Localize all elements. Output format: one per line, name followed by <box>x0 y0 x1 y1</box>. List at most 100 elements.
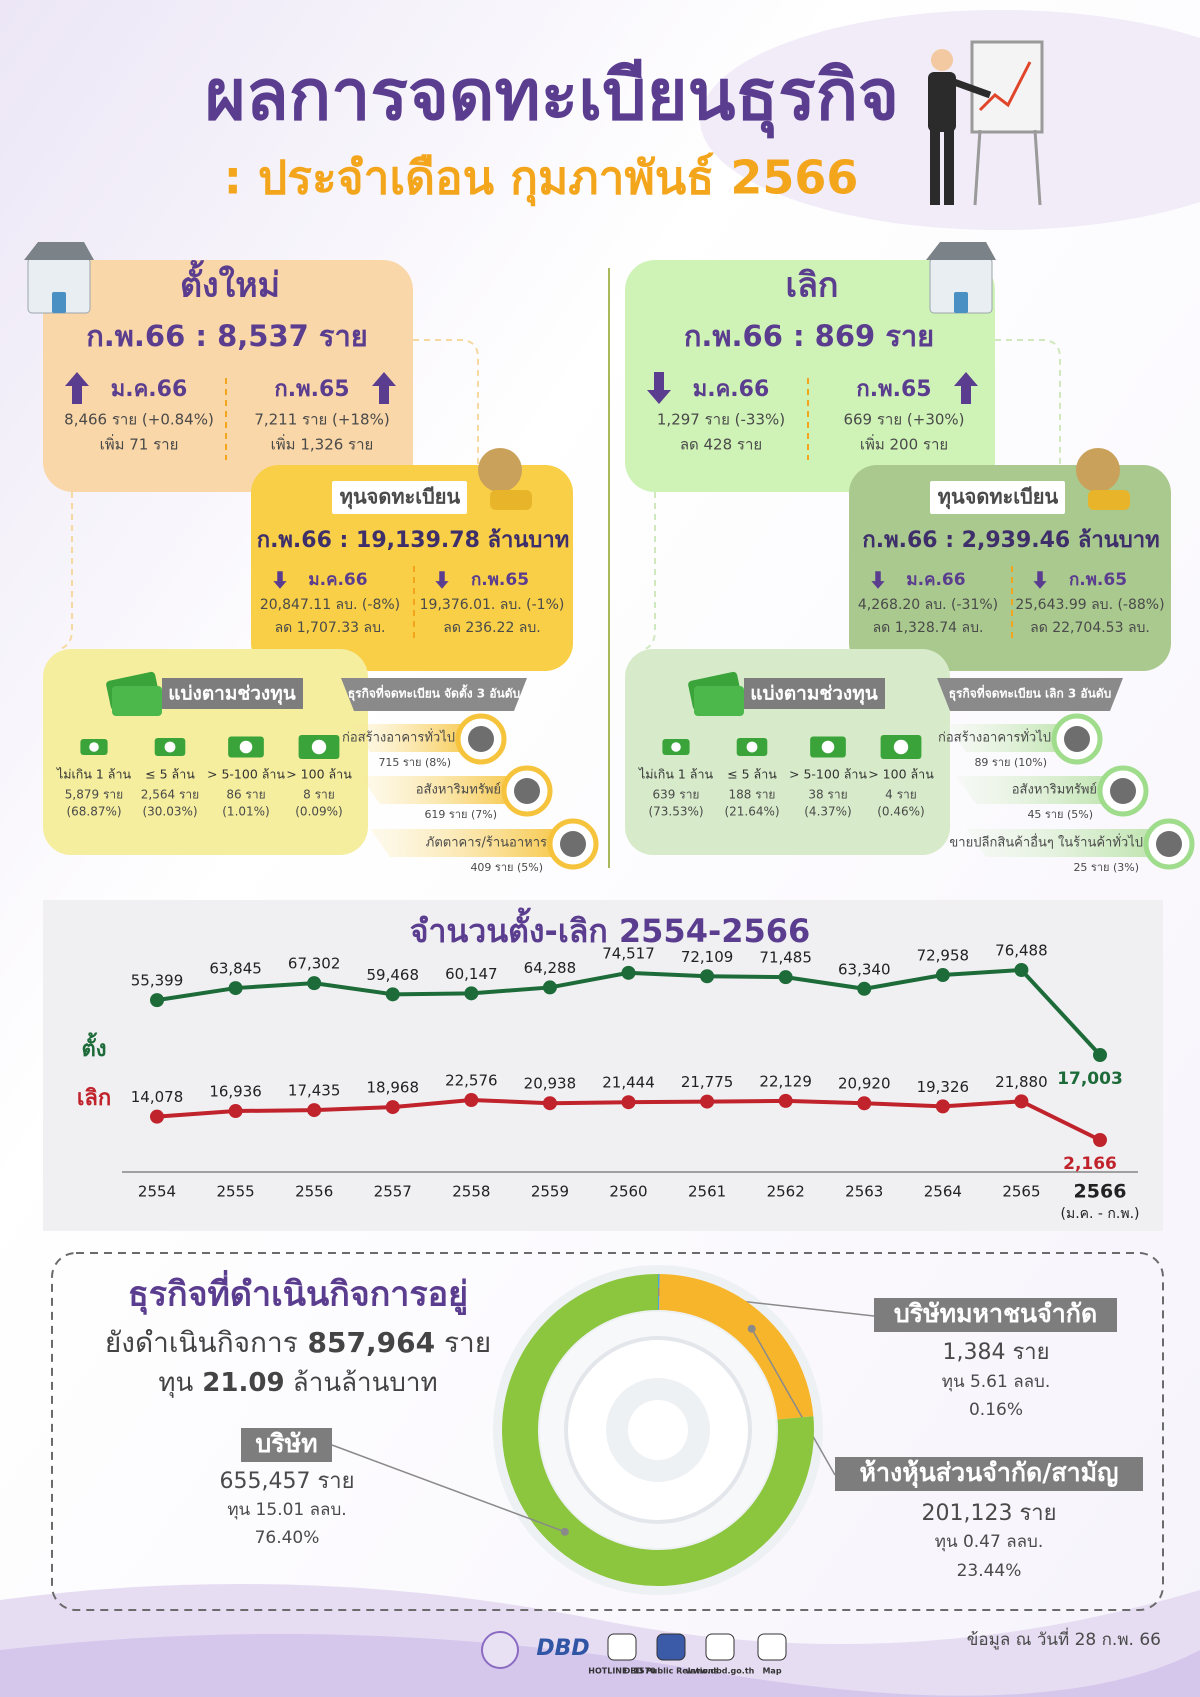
money-icon-coin <box>164 741 176 753</box>
top3-title: ธุรกิจที่จดทะเบียน จัดตั้ง 3 อันดับ <box>348 684 520 702</box>
leader-line <box>331 1444 566 1533</box>
donut-title: ธุรกิจที่ดำเนินกิจการอยู่ <box>128 1270 468 1316</box>
active-count: ยังดำเนินกิจการ 857,964 ราย <box>105 1326 491 1359</box>
top3-banner <box>956 776 1123 804</box>
footer-logo: Map <box>762 1667 781 1676</box>
footer-logo: DBD <box>536 1636 589 1661</box>
data-label: 60,147 <box>445 965 498 983</box>
compare-label: ม.ค.66 <box>111 377 188 402</box>
data-label: 21,775 <box>681 1073 734 1091</box>
data-point <box>228 1104 243 1119</box>
leg <box>944 130 954 205</box>
title: ผลการจดทะเบียนธุรกิจ <box>205 54 899 139</box>
top3-banner <box>966 829 1169 857</box>
legend-label: ตั้ง <box>81 1032 106 1062</box>
compare-line: 7,211 ราย (+18%) <box>254 411 389 429</box>
compare-label: ก.พ.65 <box>274 377 349 402</box>
data-label: 76,488 <box>995 942 1048 960</box>
data-point <box>307 976 322 991</box>
top3-name: อสังหาริมทรัพย์ <box>416 782 501 798</box>
connector <box>995 339 1061 465</box>
money-icon <box>694 686 744 716</box>
x-tick-label: 2564 <box>924 1183 962 1201</box>
x-tick-label: 2558 <box>452 1183 490 1201</box>
trend-arrow <box>65 372 89 404</box>
band-label: > 5-100 ล้าน <box>789 767 867 782</box>
money-icon-coin <box>821 740 835 754</box>
top3-name: ขายปลีกสินค้าอื่นๆ ในร้านค้าทั่วไป <box>949 834 1143 851</box>
segment-percent: 0.16% <box>969 1400 1023 1420</box>
compare-label: ก.พ.65 <box>856 377 931 402</box>
top3-icon <box>1064 726 1090 752</box>
leader-line <box>751 1328 836 1476</box>
presenter-illustration <box>928 40 1044 206</box>
money-icon-coin <box>671 742 681 752</box>
top3-banner <box>360 776 527 804</box>
building-door <box>954 292 968 313</box>
x-tick-label: 2559 <box>531 1183 569 1201</box>
band-count: 639 ราย <box>653 788 700 802</box>
band-share: (73.53%) <box>648 805 703 819</box>
data-point <box>542 1096 557 1111</box>
top3-name: อสังหาริมทรัพย์ <box>1012 782 1097 798</box>
panel-title: ตั้งใหม่ <box>180 260 280 306</box>
segment-count: 1,384 ราย <box>942 1340 1049 1365</box>
data-label: 21,880 <box>995 1073 1048 1091</box>
segment-label-box <box>874 1298 1117 1332</box>
money-bag-icon <box>478 448 522 492</box>
data-point <box>542 980 557 995</box>
band-label: ไม่เกิน 1 ล้าน <box>638 767 713 782</box>
data-point <box>464 986 479 1001</box>
band-share: (0.46%) <box>877 805 924 819</box>
chart-panel <box>43 900 1163 1231</box>
compare-label: ก.พ.65 <box>471 570 529 590</box>
band-count: 2,564 ราย <box>141 788 199 802</box>
trend-arrow <box>647 372 671 404</box>
top3-name: ก่อสร้างอาคารทั่วไป <box>938 729 1051 746</box>
summary-box <box>625 260 995 492</box>
compare-line: 19,376.01. ลบ. (-1%) <box>420 597 565 613</box>
active-capital-number: 21.09 <box>193 1368 284 1398</box>
top3-detail: 25 ราย (3%) <box>1073 861 1139 874</box>
x-tick-label: 2560 <box>609 1183 647 1201</box>
band-count: 38 ราย <box>808 788 847 802</box>
data-point <box>935 1099 950 1114</box>
money-icon-coin <box>89 742 99 752</box>
money-bag-icon <box>1076 448 1120 492</box>
footer-note: ข้อมูล ณ วันที่ 28 ก.พ. 66 <box>967 1627 1161 1650</box>
data-label: 20,920 <box>838 1075 891 1093</box>
data-point <box>621 1095 636 1110</box>
capital-label-box <box>930 481 1065 514</box>
compare-line: 25,643.99 ลบ. (-88%) <box>1015 597 1164 613</box>
data-point <box>307 1103 322 1118</box>
data-point <box>150 1109 164 1124</box>
data-point <box>935 968 950 983</box>
data-label: 55,399 <box>131 972 184 990</box>
top3-icon <box>1110 778 1136 804</box>
x-tick-label: 2565 <box>1002 1183 1040 1201</box>
x-tick-note: (ม.ค. - ก.พ.) <box>1061 1206 1140 1222</box>
segment-label-box <box>241 1428 332 1462</box>
data-point <box>778 1093 793 1108</box>
band-share: (0.09%) <box>295 805 342 819</box>
data-label: 18,968 <box>367 1079 420 1097</box>
capital-box <box>251 465 573 671</box>
capital-total: ก.พ.66 : 19,139.78 ล้านบาท <box>257 528 570 553</box>
top3-detail: 89 ราย (10%) <box>974 756 1047 769</box>
money-icon <box>112 686 162 716</box>
top3-banner <box>946 724 1077 752</box>
data-point <box>857 1096 872 1111</box>
capital-label-box <box>332 481 467 514</box>
top3-detail: 409 ราย (5%) <box>470 861 543 874</box>
footer-logo: DBD Public Relations <box>624 1667 719 1676</box>
top3-header <box>937 678 1123 711</box>
money-icon-coin <box>746 741 758 753</box>
data-label: 16,936 <box>209 1083 262 1101</box>
data-label: 67,302 <box>288 955 341 973</box>
footer-logo: HOTLINE :1570 <box>588 1667 656 1676</box>
top3-banner <box>370 829 573 857</box>
bottom-wave <box>0 1634 1200 1697</box>
compare-line: 669 ราย (+30%) <box>843 411 964 429</box>
segment-capital: ทุน 15.01 ลลบ. <box>227 1500 346 1520</box>
